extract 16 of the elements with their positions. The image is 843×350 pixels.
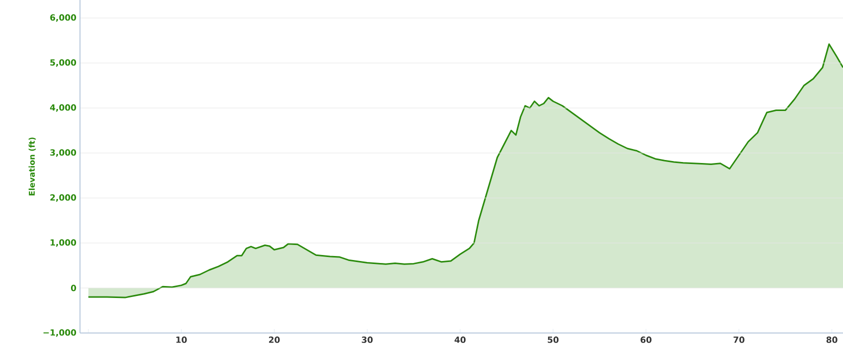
x-tick-label: 20	[269, 336, 280, 343]
y-tick-label: 0	[70, 284, 76, 292]
x-tick-label: 80	[826, 336, 838, 343]
x-tick-label: 40	[454, 336, 466, 343]
y-tick-label: −1,000	[43, 329, 76, 337]
x-tick-label: 50	[548, 336, 559, 343]
y-tick-label: 6,000	[50, 14, 76, 22]
x-tick-label: 10	[176, 336, 187, 343]
y-tick-label: 5,000	[50, 59, 76, 67]
x-tick-label: 70	[734, 336, 744, 343]
y-tick-label: 4,000	[50, 104, 76, 112]
y-tick-label: 2,000	[50, 194, 76, 202]
x-tick-label: 30	[362, 336, 373, 343]
x-tick-label: 60	[640, 336, 652, 343]
y-tick-label: 1,000	[50, 239, 76, 247]
y-tick-label: 3,000	[50, 149, 76, 157]
